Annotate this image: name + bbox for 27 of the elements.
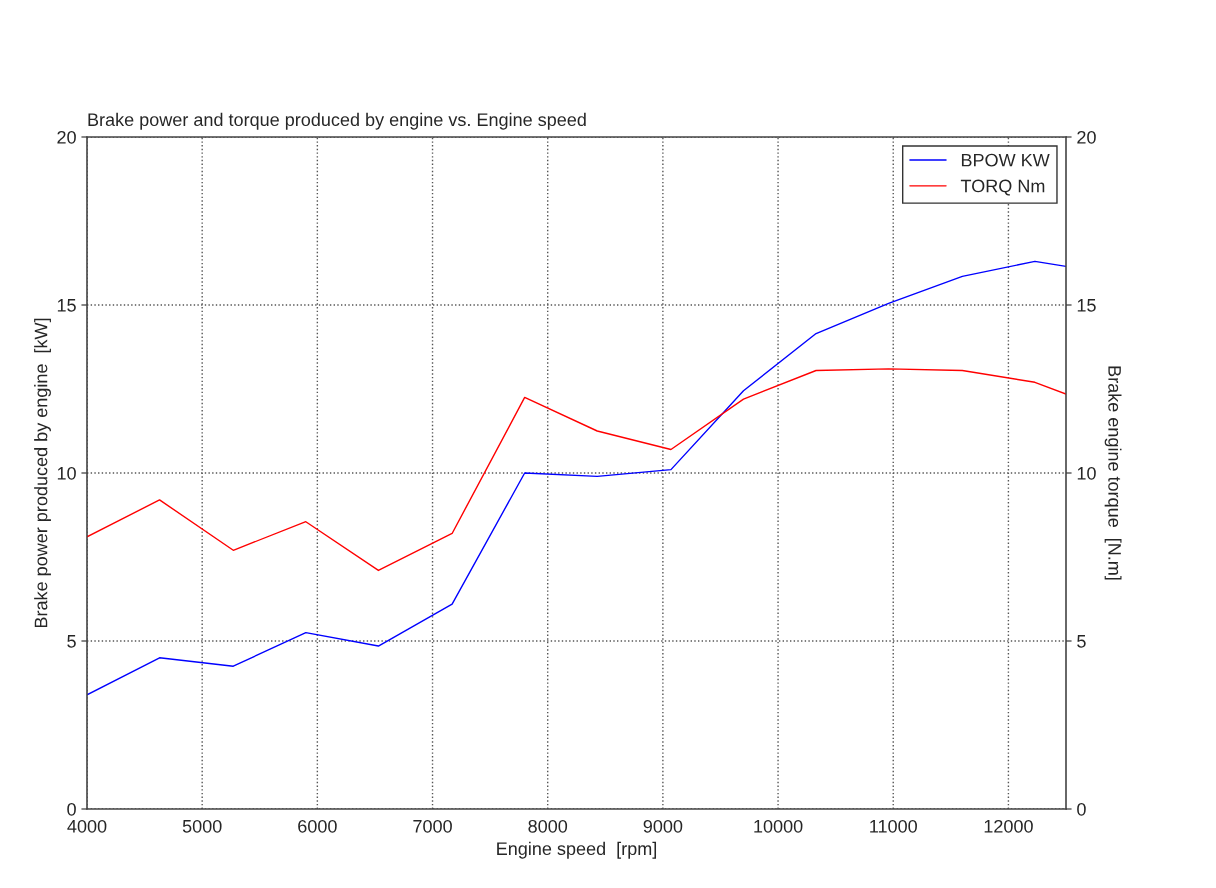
x-tick-label: 8000 [528,819,568,833]
x-tick-label: 10000 [754,819,803,833]
chart-title: Brake power and torque produced by engine vs. Engine speed [88,112,586,130]
y-axis-title: Brake power produced by engine [kW] [34,318,51,628]
legend-label: BPOW KW [961,153,1050,167]
x-axis-title: Engine speed [rpm] [497,841,657,859]
x-tick-label: 11000 [870,819,917,833]
x-tick-label: 9000 [643,819,683,833]
y2-tick-label: 10 [1077,466,1096,480]
y2-axis-title: Brake engine torque [N.m] [1104,366,1122,580]
legend-label: TORQ Nm [960,179,1045,196]
x-tick-label: 4000 [67,819,107,833]
y-tick-label: 20 [57,130,76,144]
y2-tick-label: 15 [1077,299,1096,312]
x-tick-label: 5000 [182,819,222,833]
y2-tick-label: 5 [1077,635,1086,648]
x-tick-label: 6000 [298,819,337,833]
y-tick-label: 10 [57,466,76,480]
y2-tick-label: 0 [1077,802,1086,816]
x-tick-label: 12000 [984,819,1033,833]
line-series [87,260,1066,696]
y-tick-label: 15 [57,299,76,312]
y-tick-label: 0 [67,802,76,816]
y2-tick-label: 20 [1077,130,1096,144]
x-tick-label: 7000 [413,819,452,833]
y-tick-label: 5 [67,635,76,648]
line-series [87,368,1066,572]
